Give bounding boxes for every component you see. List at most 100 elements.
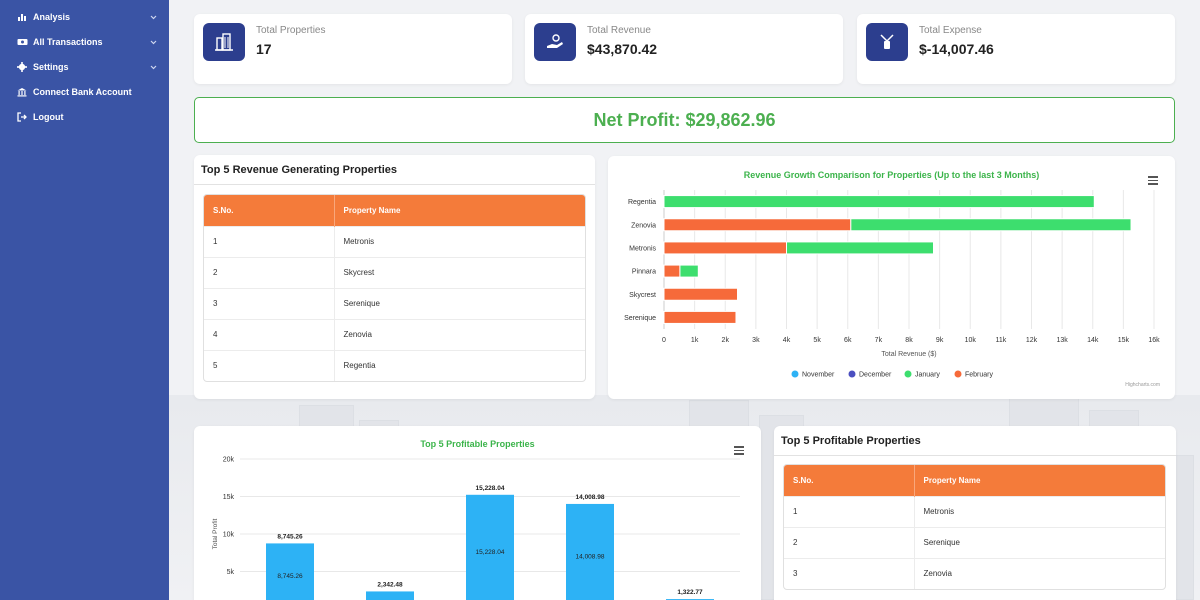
stat-card-revenue: Total Revenue $43,870.42 (525, 14, 843, 84)
x-tick-label: 10k (965, 337, 977, 344)
legend-marker (848, 370, 856, 378)
chart-title: Revenue Growth Comparison for Properties… (743, 170, 1040, 180)
chevron-down-icon (150, 37, 157, 47)
sidebar-item-all-transactions[interactable]: All Transactions (0, 29, 169, 54)
gear-icon (16, 61, 28, 73)
x-tick-label: 16k (1148, 337, 1160, 344)
chart-menu-icon[interactable] (734, 444, 744, 457)
property-name-cell: Skycrest (333, 256, 585, 288)
serial-number-cell: 3 (204, 287, 334, 319)
sidebar-item-label: Analysis (33, 11, 71, 22)
sidebar-item-label: Connect Bank Account (33, 86, 132, 97)
y-category-label: Zenovia (631, 222, 656, 229)
bar-february[interactable] (663, 218, 852, 232)
y-tick-label: 20k (223, 457, 235, 464)
stat-value: $-14,007.46 (919, 41, 994, 57)
bar-inner-label: 15,228.04 (476, 549, 505, 556)
chart-menu-icon[interactable] (1148, 174, 1158, 187)
table-row[interactable]: 3 Zenovia (784, 557, 1165, 589)
table-row[interactable]: 1 Metronis (204, 225, 585, 257)
section-title: Top 5 Profitable Properties (781, 435, 921, 447)
sidebar-item-analysis[interactable]: Analysis (0, 4, 169, 29)
property-name-cell: Metronis (333, 225, 585, 257)
divider (194, 184, 595, 185)
sidebar-item-logout[interactable]: Logout (0, 104, 169, 129)
y-category-label: Skycrest (629, 292, 656, 299)
section-title: Top 5 Revenue Generating Properties (201, 164, 398, 176)
legend-item[interactable]: December (859, 372, 892, 379)
stat-label: Total Properties (256, 25, 326, 36)
bar-data-label: 2,342.48 (377, 581, 403, 588)
serial-number-cell: 4 (204, 318, 334, 350)
table-row[interactable]: 2 Skycrest (204, 256, 585, 288)
x-tick-label: 11k (995, 337, 1006, 344)
x-tick-label: 12k (1026, 337, 1038, 344)
sidebar-item-label: Settings (33, 61, 69, 72)
bank-icon (16, 86, 28, 98)
stat-label: Total Revenue (587, 25, 651, 36)
property-name-cell: Serenique (333, 287, 585, 319)
chart-title: Top 5 Profitable Properties (420, 439, 535, 449)
profit-bar[interactable] (466, 494, 514, 600)
y-tick-label: 5k (227, 569, 235, 576)
x-tick-label: 6k (844, 337, 852, 344)
serial-number-cell: 5 (204, 349, 334, 381)
bar-february[interactable] (663, 264, 681, 278)
bar-january[interactable] (786, 241, 934, 255)
y-axis-title: Total Profit (212, 518, 219, 549)
x-tick-label: 2k (722, 337, 730, 344)
table-row[interactable]: 1 Metronis (784, 495, 1165, 527)
revenue-growth-chart: 0 1k 2k 3k 4k 5k 6k 7k 8k 9k 10k 11k 12k 13k 14k 15k 16k… (624, 190, 1160, 379)
property-name-cell: Metronis (913, 495, 1165, 527)
table-row[interactable]: 5 Regentia (204, 349, 585, 381)
sidebar-item-connect-bank-account[interactable]: Connect Bank Account (0, 79, 169, 104)
net-profit-banner: Net Profit: $29,862.96 (194, 97, 1175, 143)
revenue-table: S.No. Property Name 1 Metronis 2 Skycrest 3 S… (203, 194, 586, 382)
table-row[interactable]: 3 Serenique (204, 287, 585, 319)
profit-bar[interactable] (266, 543, 314, 600)
column-header[interactable]: Property Name (913, 465, 1165, 496)
serial-number-cell: 3 (784, 557, 914, 589)
x-tick-label: 8k (905, 337, 913, 344)
column-header[interactable]: S.No. (784, 465, 914, 496)
profit-chart-card: Top 5 Profitable Properties 20k 15k 10k 5k T… (194, 426, 761, 600)
stat-card-expense: Total Expense $-14,007.46 (857, 14, 1175, 84)
serial-number-cell: 1 (204, 225, 334, 257)
bar-inner-label: 14,008.98 (576, 553, 605, 560)
profit-bar[interactable] (566, 503, 614, 600)
bar-data-label: 8,745.26 (277, 533, 303, 540)
x-tick-label: 4k (783, 337, 791, 344)
stat-label: Total Expense (919, 25, 982, 36)
bar-february[interactable] (663, 287, 738, 301)
table-row[interactable]: 4 Zenovia (204, 318, 585, 350)
serial-number-cell: 1 (784, 495, 914, 527)
profit-chart: 20k 15k 10k 5k Total Profit 8,745.26 8,745.26 2… (212, 457, 740, 600)
bar-january[interactable] (663, 195, 1095, 209)
chevron-down-icon (150, 12, 157, 22)
legend-item[interactable]: November (802, 372, 835, 379)
sidebar: Analysis All Transactions Settings Connect … (0, 0, 169, 600)
chart-credit: Highcharts.com (1125, 382, 1160, 388)
table-row[interactable]: 2 Serenique (784, 526, 1165, 558)
x-tick-label: 3k (752, 337, 760, 344)
profit-bar[interactable] (366, 591, 414, 600)
y-category-label: Serenique (624, 315, 656, 322)
bar-february[interactable] (663, 310, 737, 324)
bar-chart-icon (16, 11, 28, 23)
bar-january[interactable] (850, 218, 1132, 232)
y-category-label: Pinnara (632, 269, 656, 276)
x-tick-label: 14k (1087, 337, 1099, 344)
property-name-cell: Regentia (333, 349, 585, 381)
legend-item[interactable]: February (965, 372, 994, 379)
x-axis-title: Total Revenue ($) (881, 351, 936, 358)
sidebar-item-settings[interactable]: Settings (0, 54, 169, 79)
y-tick-label: 15k (223, 494, 235, 501)
bar-january[interactable] (679, 264, 699, 278)
legend-item[interactable]: January (915, 372, 940, 379)
revenue-table-card: Top 5 Revenue Generating Properties S.No… (194, 155, 595, 399)
column-header[interactable]: S.No. (204, 195, 334, 226)
sidebar-item-label: All Transactions (33, 36, 103, 47)
bar-february[interactable] (663, 241, 787, 255)
hand-coin-icon (534, 23, 576, 61)
column-header[interactable]: Property Name (333, 195, 585, 226)
